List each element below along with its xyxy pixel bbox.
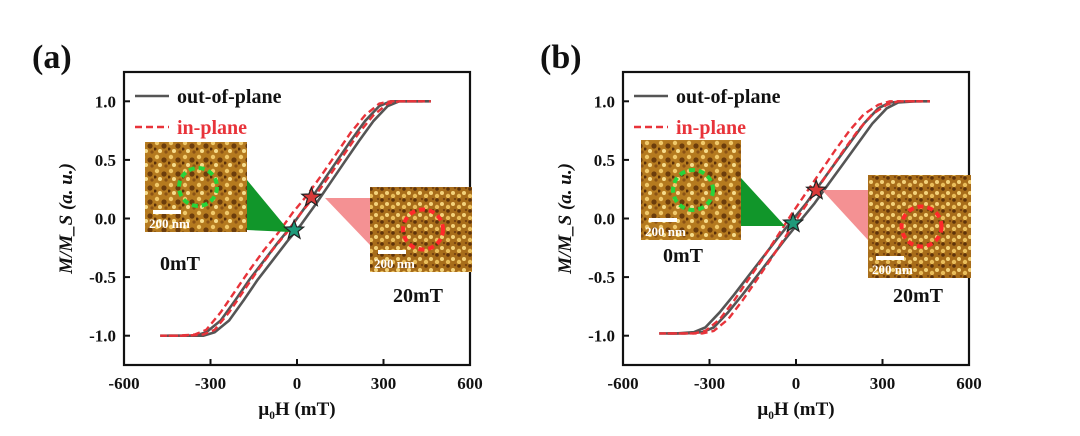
state-marker-star: [282, 218, 306, 240]
panel-label: (b): [540, 39, 582, 76]
series-line-out-of-plane-up: [168, 100, 431, 337]
state-marker-star: [805, 178, 828, 200]
x-tick-label: 0: [293, 374, 302, 393]
series-line-in-plane-down: [659, 100, 922, 335]
inset-caption: 20mT: [893, 285, 944, 307]
y-tick-label: 0.0: [95, 210, 116, 229]
scale-bar-label: 200 nm: [149, 216, 190, 231]
series-line-in-plane-down: [160, 100, 423, 337]
y-tick-label: 1.0: [95, 92, 116, 111]
x-tick-label: 0: [792, 374, 801, 393]
y-tick-label: -0.5: [89, 268, 116, 287]
legend-label-out-of-plane: out-of-plane: [676, 86, 781, 108]
afm-image: [868, 175, 971, 278]
x-tick-label: -300: [694, 374, 725, 393]
skyrmion-ring: [177, 166, 220, 208]
skyrmion-ring: [899, 204, 944, 249]
y-axis-label: M/M_S (a. u.): [56, 163, 77, 275]
afm-image: [370, 187, 472, 272]
y-tick-label: -1.0: [89, 327, 116, 346]
scale-bar-label: 200 nm: [872, 262, 913, 277]
inset-pointer: [247, 180, 290, 232]
x-tick-label: -600: [108, 374, 139, 393]
legend-label-in-plane: in-plane: [177, 117, 247, 139]
afm-image: [641, 140, 741, 240]
series-line-in-plane-up: [667, 100, 930, 335]
x-axis-label: μ₀H (mT): [757, 399, 834, 420]
legend-label-out-of-plane: out-of-plane: [177, 86, 282, 108]
x-tick-label: 600: [956, 374, 982, 393]
x-tick-label: -300: [195, 374, 226, 393]
x-tick-label: 300: [870, 374, 896, 393]
state-marker-star: [781, 211, 805, 233]
x-axis-label: μ₀H (mT): [258, 399, 335, 420]
inset-caption: 20mT: [393, 285, 444, 307]
panel-a: (a) -600 -300 0 300 600 -1.0 -0.5 0.0 0.5 1.0 μ₀H (…: [32, 39, 483, 420]
scale-bar-label: 200 nm: [374, 256, 415, 271]
inset-caption: 0mT: [663, 245, 704, 267]
inset-pointer: [325, 198, 370, 245]
panel-label: (a): [32, 39, 72, 76]
inset-caption: 0mT: [160, 253, 201, 275]
y-axis-label: M/M_S (a. u.): [555, 163, 576, 275]
panel-b: (b) -600 -300 0 300 600 -1.0 -0.5 0.0 0.5 1.0 μ₀H (…: [540, 39, 982, 420]
inset-pointer: [822, 190, 868, 240]
legend-label-in-plane: in-plane: [676, 117, 746, 139]
y-tick-label: -1.0: [588, 327, 615, 346]
afm-image: [145, 142, 247, 232]
x-tick-label: -600: [607, 374, 638, 393]
x-tick-label: 300: [371, 374, 397, 393]
y-tick-label: 0.5: [95, 151, 116, 170]
series-line-in-plane-up: [168, 100, 431, 337]
y-tick-label: 1.0: [594, 92, 615, 111]
skyrmion-ring: [671, 168, 715, 212]
scale-bar-label: 200 nm: [645, 224, 686, 239]
y-tick-label: -0.5: [588, 268, 615, 287]
state-marker-star: [300, 185, 323, 207]
x-tick-label: 600: [457, 374, 483, 393]
inset-pointer: [741, 178, 785, 226]
skyrmion-ring: [401, 207, 446, 252]
y-tick-label: 0.5: [594, 151, 615, 170]
y-tick-label: 0.0: [594, 210, 615, 229]
